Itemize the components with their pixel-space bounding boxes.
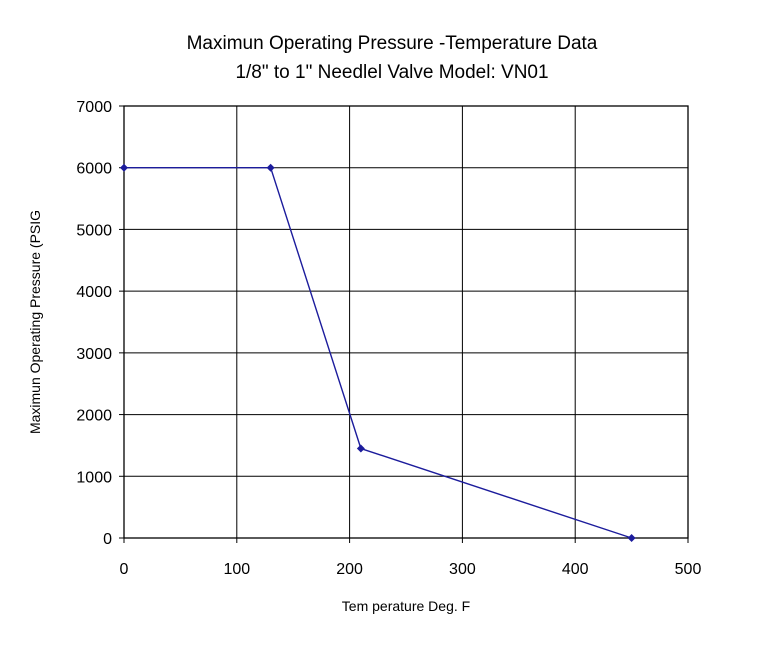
chart-subtitle: 1/8" to 1" Needlel Valve Model: VN01 — [235, 62, 548, 83]
y-tick-label: 3000 — [76, 346, 112, 363]
data-point — [266, 163, 275, 172]
y-tick-label: 4000 — [76, 284, 112, 301]
plot-frame — [123, 105, 689, 539]
series-layer — [120, 163, 636, 542]
chart-title: Maximun Operating Pressure -Temperature … — [187, 33, 598, 54]
y-tick-label: 6000 — [76, 161, 112, 178]
y-axis-title: Maximun Operating Pressure (PSIG — [27, 210, 43, 434]
y-axis-ticks: 0 1000 2000 3000 4000 5000 6000 7000 — [76, 99, 124, 548]
y-tick-label: 7000 — [76, 99, 112, 116]
x-tick-label: 500 — [675, 561, 702, 578]
y-tick-label: 1000 — [76, 469, 112, 486]
x-tick-label: 400 — [562, 561, 589, 578]
data-point — [627, 534, 636, 542]
x-tick-label: 100 — [223, 561, 250, 578]
series-line — [124, 167, 632, 539]
grid-lines — [124, 106, 688, 538]
x-tick-label: 0 — [120, 561, 129, 578]
x-tick-label: 300 — [449, 561, 476, 578]
y-tick-label: 5000 — [76, 222, 112, 239]
x-axis-title: Tem perature Deg. F — [342, 598, 470, 614]
y-tick-label: 0 — [103, 531, 112, 548]
data-point — [356, 444, 365, 453]
x-axis-ticks: 0 100 200 300 400 500 — [120, 538, 702, 578]
plot-area — [123, 105, 689, 539]
x-tick-label: 200 — [336, 561, 363, 578]
y-tick-label: 2000 — [76, 408, 112, 425]
data-point — [120, 163, 128, 172]
